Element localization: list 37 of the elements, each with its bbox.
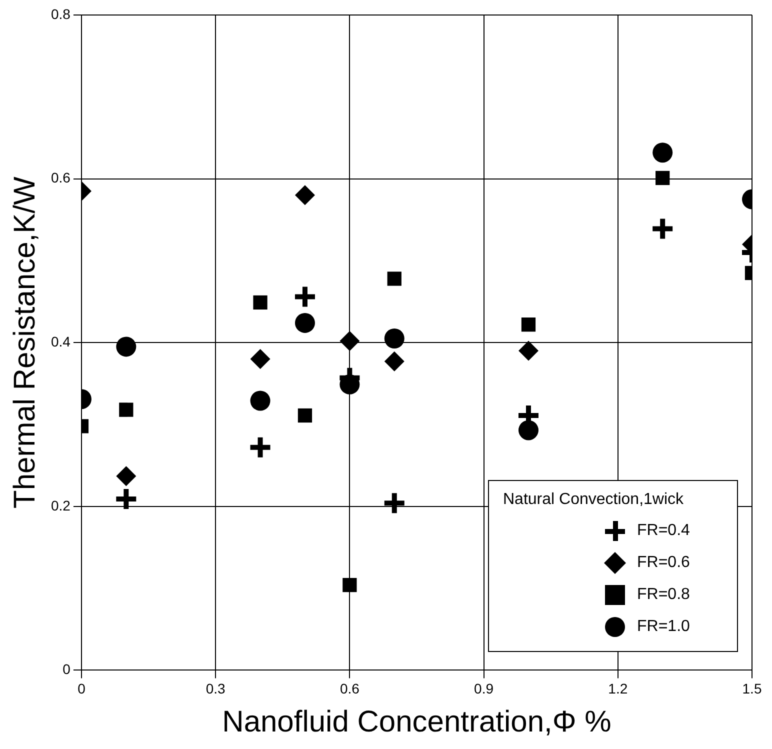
point: [294, 312, 315, 333]
y-axis-title: Thermal Resistance,K/W: [8, 176, 42, 508]
y-tick-label: 0.2: [50, 497, 71, 514]
point: [116, 336, 136, 357]
point: [298, 408, 312, 423]
point: [342, 578, 357, 592]
legend-label: FR=1.0: [637, 618, 690, 636]
y-tick-label: 0.8: [50, 6, 71, 22]
point: [116, 466, 136, 486]
x-tick-label: 0.6: [340, 680, 360, 696]
y-tick-label: 0.6: [50, 170, 71, 186]
legend-title: Natural Convection,1wick: [503, 491, 685, 510]
x-tick-label: 0.9: [474, 680, 494, 696]
point: [384, 351, 404, 372]
point: [119, 402, 134, 417]
point: [250, 390, 270, 411]
legend-label: FR=0.6: [637, 554, 690, 572]
x-axis-title: Nanofluid Concentration,Φ %: [222, 705, 612, 738]
point: [652, 142, 673, 163]
x-tick-label: 1.5: [742, 680, 762, 696]
x-tick-label: 1.2: [608, 680, 628, 696]
legend-label: FR=0.8: [637, 586, 690, 604]
legend-label: FR=0.4: [637, 522, 690, 540]
point: [294, 185, 315, 206]
point: [340, 330, 360, 351]
point: [521, 318, 536, 332]
y-tick-label: 0.4: [50, 333, 71, 350]
point: [250, 348, 270, 369]
point: [253, 295, 268, 310]
y-tick-label: 0: [62, 661, 71, 678]
point: [387, 272, 402, 286]
x-tick-label: 0: [78, 680, 86, 696]
point: [518, 340, 538, 361]
point: [518, 420, 538, 440]
x-tick-label: 0.3: [206, 680, 226, 696]
point: [384, 328, 404, 349]
point: [656, 170, 670, 186]
